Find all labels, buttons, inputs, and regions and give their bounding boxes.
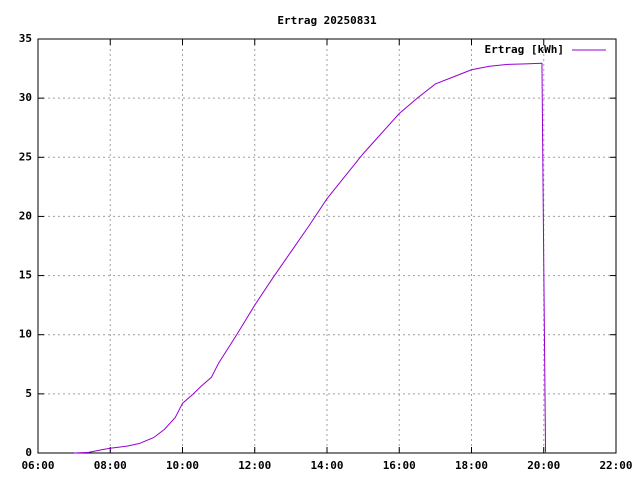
x-tick-label: 16:00: [383, 459, 416, 472]
legend-label: Ertrag [kWh]: [485, 43, 564, 56]
y-tick-label: 35: [19, 32, 32, 45]
x-tick-label: 08:00: [94, 459, 127, 472]
x-tick-label: 14:00: [310, 459, 343, 472]
x-tick-label: 06:00: [21, 459, 54, 472]
x-tick-label: 10:00: [166, 459, 199, 472]
y-tick-label: 15: [19, 269, 32, 282]
x-tick-label: 20:00: [527, 459, 560, 472]
x-tick-label: 22:00: [599, 459, 632, 472]
x-tick-label: 18:00: [455, 459, 488, 472]
chart-title: Ertrag 20250831: [277, 14, 377, 27]
y-tick-label: 25: [19, 150, 32, 163]
y-tick-label: 30: [19, 91, 32, 104]
x-tick-label: 12:00: [238, 459, 271, 472]
y-tick-label: 5: [25, 387, 32, 400]
y-tick-label: 0: [25, 446, 32, 459]
data-line: [74, 62, 547, 454]
y-tick-label: 20: [19, 209, 32, 222]
y-tick-label: 10: [19, 328, 32, 341]
